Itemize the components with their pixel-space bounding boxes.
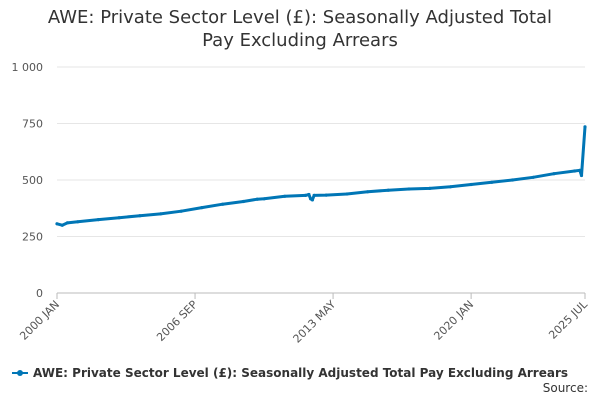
y-axis-tick-labels: 0 250 500 750 1 000 [12, 61, 44, 300]
data-point [312, 193, 316, 197]
data-point [510, 178, 515, 182]
data-point [303, 193, 308, 197]
data-point [552, 172, 556, 176]
legend-label: AWE: Private Sector Level (£): Seasonall… [33, 366, 569, 380]
data-point [407, 187, 411, 191]
data-point [366, 190, 370, 194]
chart-title-line-1: AWE: Private Sector Level (£): Seasonall… [47, 7, 553, 28]
series-line-path [55, 125, 587, 227]
x-axis: 2000 JAN 2006 SEP 2013 MAY 2020 JAN 2025 JUL [17, 293, 591, 346]
data-point [262, 197, 266, 201]
legend[interactable]: AWE: Private Sector Level (£): Seasonall… [12, 364, 568, 382]
data-point [386, 188, 390, 192]
data-point [531, 175, 535, 179]
data-point [255, 197, 259, 201]
y-tick-label: 250 [22, 231, 43, 244]
data-point [241, 199, 245, 204]
data-point [490, 180, 494, 184]
data-point [117, 216, 121, 220]
x-tick-label: 2013 MAY [291, 298, 339, 346]
data-point [573, 169, 577, 173]
data-point [55, 222, 59, 226]
data-point [138, 214, 142, 218]
gridlines [57, 66, 585, 294]
chart-title-line-2: Pay Excluding Arrears [202, 30, 398, 51]
x-tick-label: 2025 JUL [546, 297, 590, 341]
chart-title: AWE: Private Sector Level (£): Seasonall… [0, 6, 600, 52]
x-tick-label: 2020 JAN [431, 298, 476, 343]
data-point [307, 192, 311, 197]
data-point [345, 192, 349, 196]
data-point [76, 220, 80, 224]
data-point [324, 193, 328, 197]
series-line [55, 125, 587, 227]
y-tick-label: 750 [22, 118, 43, 131]
y-tick-label: 0 [36, 287, 43, 300]
x-tick-label: 2000 JAN [17, 298, 62, 343]
data-point [310, 198, 314, 202]
y-tick-label: 500 [22, 174, 43, 187]
data-point [65, 221, 69, 225]
data-point [448, 185, 452, 189]
x-tick-label: 2006 SEP [154, 298, 200, 344]
y-tick-label: 1 000 [12, 61, 44, 74]
data-point [283, 194, 287, 198]
legend-line-marker-icon [12, 370, 28, 376]
data-point [200, 206, 204, 210]
data-point [158, 212, 163, 216]
data-point [469, 182, 473, 187]
data-point [60, 223, 64, 227]
data-point [579, 173, 584, 178]
data-point [221, 202, 225, 206]
data-point [179, 209, 183, 213]
data-point [428, 186, 432, 190]
data-point [96, 218, 100, 222]
data-point [583, 125, 587, 129]
data-point [578, 168, 582, 172]
source-label: Source: [542, 381, 588, 395]
